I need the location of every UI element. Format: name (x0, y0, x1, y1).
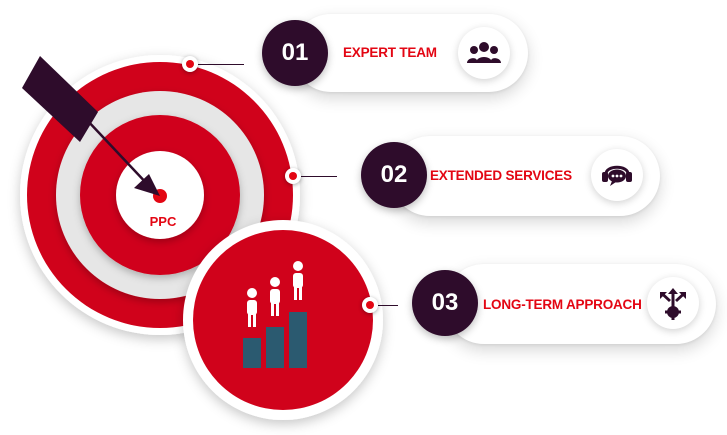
arrow-head (134, 174, 160, 196)
bar-1 (243, 338, 261, 368)
person-1 (247, 288, 257, 327)
connector-dot-3 (362, 297, 378, 313)
person-2 (270, 277, 280, 316)
connector-2 (301, 176, 337, 177)
connector-dot-1 (182, 56, 198, 72)
users-icon (467, 42, 501, 63)
item-number-2: 02 (361, 142, 427, 208)
person-3 (293, 261, 303, 300)
bar-3 (289, 312, 307, 368)
item-number-3: 03 (412, 270, 478, 336)
connector-dot-2 (285, 168, 301, 184)
directions-gear-icon (660, 288, 686, 320)
item-label-3: LONG-TERM APPROACH (483, 297, 642, 312)
item-icon-circle-2 (591, 149, 643, 201)
item-icon-circle-3 (647, 277, 699, 329)
bar-2 (266, 327, 284, 368)
item-label-1: EXPERT TEAM (343, 45, 437, 60)
item-number-1: 01 (262, 20, 328, 86)
item-label-2: EXTENDED SERVICES (430, 168, 572, 183)
chat-support-icon (602, 165, 632, 186)
item-icon-circle-1 (458, 27, 510, 79)
arrow-fletching (22, 56, 98, 142)
chart-circle (193, 230, 373, 410)
connector-1 (198, 64, 244, 65)
connector-3 (378, 305, 398, 306)
center-label: PPC (149, 214, 177, 229)
